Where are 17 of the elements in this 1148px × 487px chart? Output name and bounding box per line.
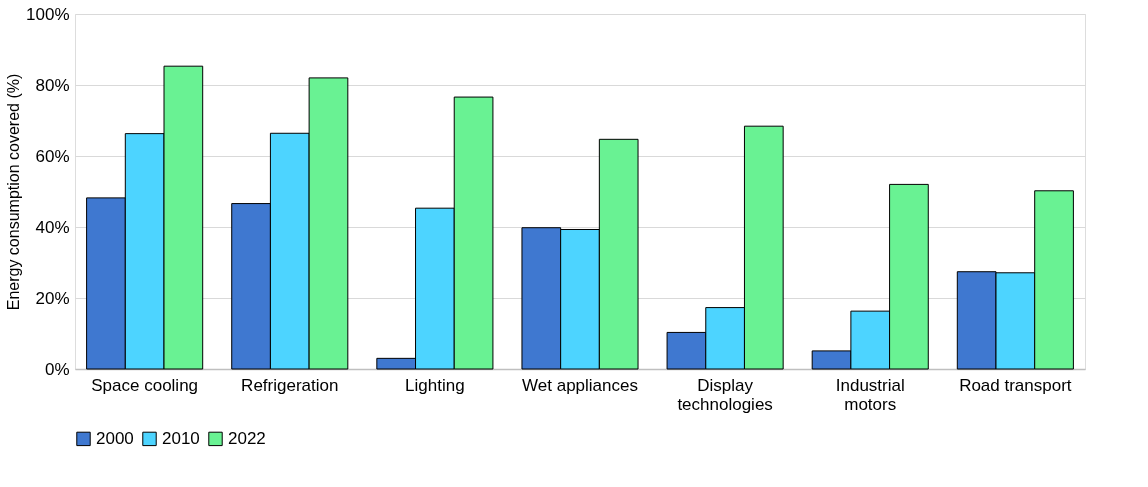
y-tick-label: 20%	[35, 288, 70, 308]
y-tick-label: 60%	[35, 146, 70, 166]
y-tick-label: 80%	[35, 75, 70, 95]
x-tick-label: Display technologies	[677, 375, 773, 414]
y-tick-label: 100%	[26, 4, 70, 24]
x-tick-label: Wet appliances	[522, 375, 638, 395]
x-tick-label: Industrial motors	[835, 375, 905, 414]
x-tick-label: Lighting	[405, 375, 465, 395]
x-tick-label: Road transport	[959, 375, 1072, 395]
x-tick-label: Refrigeration	[241, 375, 339, 395]
x-tick-label: Space cooling	[91, 375, 199, 395]
y-tick-label: 0%	[44, 359, 70, 379]
legend-label: 2022	[228, 428, 266, 448]
y-axis-title: Energy consumption covered (%)	[5, 73, 23, 311]
legend-label: 2010	[162, 428, 200, 448]
legend-label: 2000	[96, 428, 134, 448]
y-tick-label: 40%	[35, 217, 70, 237]
